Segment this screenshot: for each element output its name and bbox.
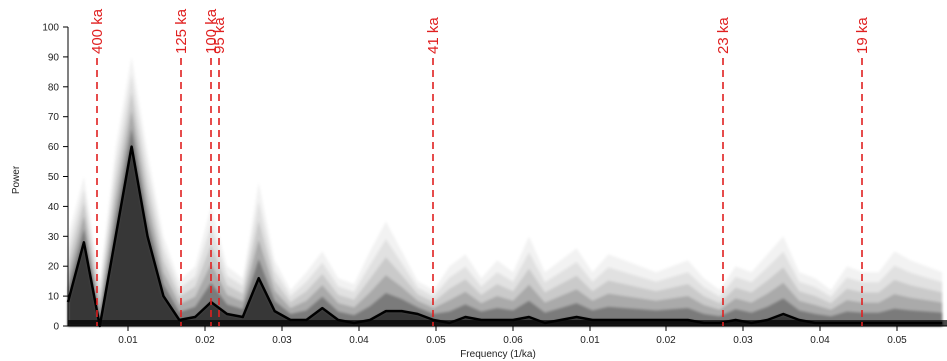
x-tick-label-4: 0.05 <box>426 335 446 346</box>
x-tick-label-2: 0.03 <box>272 335 292 346</box>
density-band-5 <box>68 146 943 326</box>
x-tick-label-8: 0.03 <box>733 335 753 346</box>
axes: 0 10 20 30 40 50 60 70 80 90 100 0.01 0.02 0.03 0.04 0.… <box>42 23 947 346</box>
period-marker-label-0: 400 ka <box>89 8 106 54</box>
y-tick-label-70: 70 <box>48 112 60 123</box>
period-marker-label-6: 19 ka <box>854 17 871 54</box>
x-tick-label-5: 0.06 <box>503 335 523 346</box>
x-tick-label-1: 0.02 <box>195 335 215 346</box>
period-marker-label-5: 23 ka <box>715 17 732 54</box>
x-axis-title: Frequency (1/ka) <box>460 349 536 360</box>
y-tick-label-0: 0 <box>53 322 59 333</box>
x-tick-label-3: 0.04 <box>349 335 369 346</box>
baseline-band <box>68 320 947 326</box>
period-marker-label-2: 100 ka <box>203 8 220 54</box>
y-tick-label-30: 30 <box>48 232 60 243</box>
y-tick-label-100: 100 <box>42 23 59 34</box>
y-tick-label-50: 50 <box>48 172 60 183</box>
y-tick-label-40: 40 <box>48 202 60 213</box>
y-tick-label-80: 80 <box>48 82 60 93</box>
x-tick-label-0: 0.01 <box>118 335 138 346</box>
period-marker-label-1: 125 ka <box>173 8 190 54</box>
y-axis-title: Power <box>11 165 22 194</box>
power-density-layer <box>66 56 947 328</box>
y-tick-label-60: 60 <box>48 142 60 153</box>
y-tick-label-90: 90 <box>48 52 60 63</box>
period-marker-label-4: 41 ka <box>425 17 442 54</box>
x-tick-label-7: 0.02 <box>656 335 676 346</box>
y-tick-label-10: 10 <box>48 292 60 303</box>
x-tick-label-6: 0.01 <box>580 335 600 346</box>
median-spectrum-line <box>66 145 943 328</box>
x-tick-label-9: 0.04 <box>810 335 830 346</box>
y-tick-label-20: 20 <box>48 262 60 273</box>
x-tick-label-10: 0.05 <box>887 335 907 346</box>
period-marker-label-3: 95 ka <box>211 17 228 54</box>
